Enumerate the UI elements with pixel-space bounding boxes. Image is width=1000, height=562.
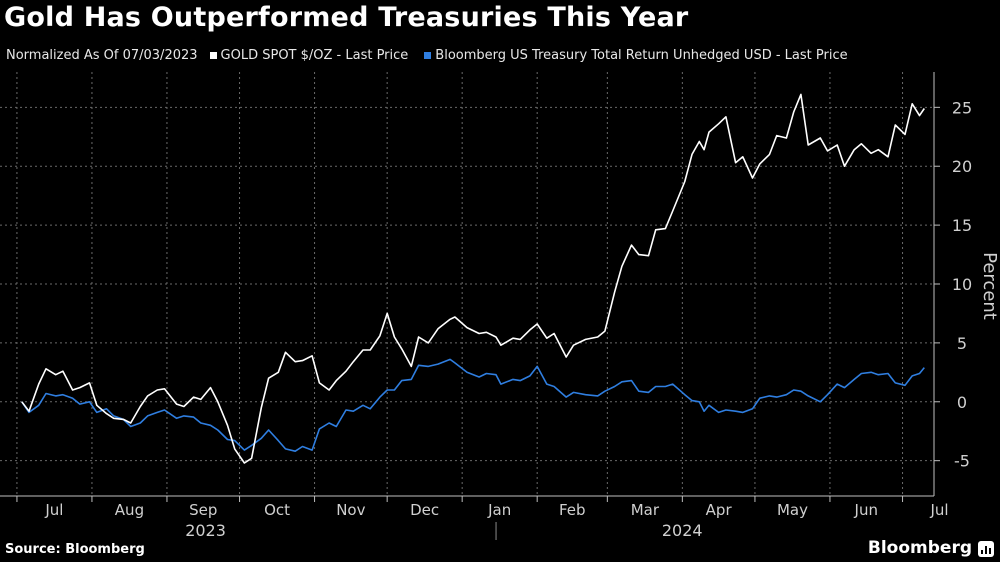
x-tick-label: Dec (410, 501, 439, 519)
x-tick-label: Jul (44, 501, 63, 519)
legend-treasury-label: Bloomberg US Treasury Total Return Unhed… (435, 48, 848, 63)
y-tick-label: -5 (954, 452, 970, 471)
x-tick-label: Aug (115, 501, 144, 519)
x-tick-label: May (777, 501, 808, 519)
y-tick-label: 25 (952, 98, 972, 117)
legend: Normalized As Of 07/03/2023 GOLD SPOT $/… (6, 48, 848, 63)
x-tick-label: Nov (336, 501, 365, 519)
y-tick-label: 15 (952, 216, 972, 235)
legend-gold-swatch (209, 52, 217, 59)
treasury-series-line (21, 358, 925, 452)
legend-gold-label: GOLD SPOT $/OZ - Last Price (220, 48, 409, 63)
x-year-label: 2024 (662, 521, 703, 540)
x-tick-label: Jul (929, 501, 948, 519)
legend-normalization-note: Normalized As Of 07/03/2023 (6, 48, 198, 63)
x-tick-label: Mar (631, 501, 660, 519)
chart-title: Gold Has Outperformed Treasuries This Ye… (4, 2, 689, 33)
x-tick-label: Oct (264, 501, 290, 519)
x-tick-label: Feb (559, 501, 586, 519)
x-tick-label: Jun (854, 501, 878, 519)
x-tick-label: Apr (706, 501, 733, 519)
source-note: Source: Bloomberg (5, 542, 145, 557)
y-tick-label: 5 (957, 334, 967, 353)
gold-series-line (21, 93, 925, 464)
legend-treasury-swatch (424, 52, 432, 59)
bar-chart-icon (978, 541, 994, 557)
y-tick-label: 20 (952, 157, 972, 176)
brand-logo: Bloomberg (867, 538, 972, 558)
y-tick-label: 0 (957, 393, 967, 412)
y-axis-label: Percent (979, 252, 1000, 320)
x-tick-label: Jan (487, 501, 511, 519)
x-year-label: 2023 (185, 521, 226, 540)
y-tick-label: 10 (952, 275, 972, 294)
x-tick-label: Sep (189, 501, 217, 519)
